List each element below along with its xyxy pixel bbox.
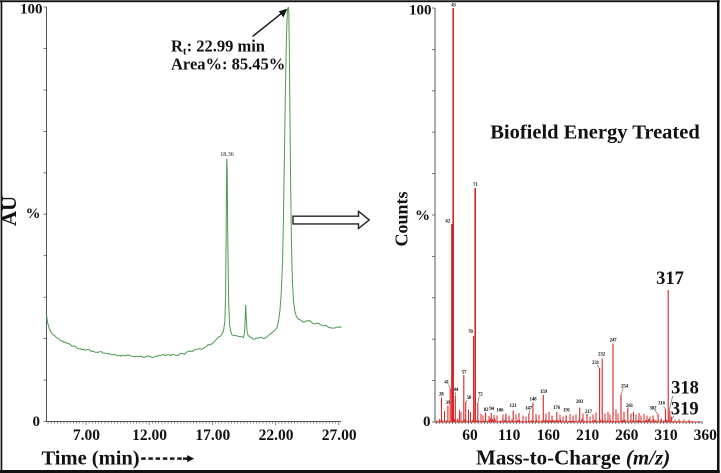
svg-text:260: 260 [615,427,639,444]
svg-text:%: % [415,208,430,224]
svg-text:261: 261 [626,404,634,409]
svg-text:217: 217 [585,410,593,415]
svg-text:210: 210 [576,427,600,444]
svg-text:17.00: 17.00 [195,427,230,444]
svg-text:302: 302 [649,406,657,411]
svg-text:232: 232 [598,352,606,357]
svg-text:57: 57 [462,370,467,375]
svg-text:191: 191 [563,409,571,414]
svg-text:22.00: 22.00 [259,427,294,444]
svg-text:AU: AU [0,196,21,226]
svg-text:Biofield Energy Treated: Biofield Energy Treated [490,122,700,144]
svg-text:12.00: 12.00 [132,427,167,444]
svg-text:148: 148 [530,398,538,403]
svg-text:7.00: 7.00 [73,427,100,444]
svg-text:82: 82 [484,408,489,413]
svg-text:%: % [26,206,41,222]
svg-text:72: 72 [478,392,483,397]
svg-text:39: 39 [446,401,451,406]
svg-text:147: 147 [525,407,533,412]
svg-text:254: 254 [621,384,629,389]
svg-text:231: 231 [592,361,600,366]
svg-text:360: 360 [694,427,718,444]
svg-text:310: 310 [654,427,678,444]
svg-text:42: 42 [445,220,450,225]
svg-text:110: 110 [498,427,521,444]
svg-text:27.00: 27.00 [322,427,357,444]
svg-text:317: 317 [656,269,684,289]
svg-text:106: 106 [496,409,504,414]
svg-text:176: 176 [553,406,561,411]
svg-text:94: 94 [489,407,494,412]
svg-text:70: 70 [468,330,473,335]
svg-text:Rt: 22.99 min: Rt: 22.99 min [171,37,265,58]
svg-text:18.36: 18.36 [220,152,234,158]
svg-text:316: 316 [658,402,666,407]
svg-text:60: 60 [462,427,478,444]
svg-text:247: 247 [610,338,618,343]
svg-text:159: 159 [540,390,548,395]
svg-text:319: 319 [671,400,699,420]
svg-text:0: 0 [423,414,431,430]
svg-text:Time (min): Time (min) [42,448,140,470]
svg-text:0: 0 [33,414,41,430]
svg-text:44: 44 [453,388,458,393]
svg-text:203: 203 [576,400,584,405]
svg-text:100: 100 [409,3,432,19]
svg-text:Counts: Counts [392,191,412,246]
svg-text:100: 100 [20,2,43,18]
svg-text:Mass-to-Charge (m/z): Mass-to-Charge (m/z) [476,446,670,470]
svg-text:71: 71 [473,183,478,188]
svg-text:43: 43 [451,4,456,9]
svg-text:28: 28 [439,393,444,398]
svg-text:58: 58 [467,396,472,401]
svg-text:Area%: 85.45%: Area%: 85.45% [171,55,285,74]
svg-text:41: 41 [444,380,449,385]
svg-text:121: 121 [510,404,518,409]
svg-text:318: 318 [671,379,699,399]
svg-text:160: 160 [537,427,561,444]
